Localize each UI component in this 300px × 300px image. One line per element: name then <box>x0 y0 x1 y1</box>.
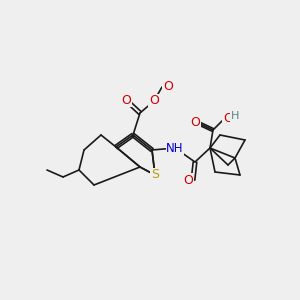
Text: H: H <box>231 111 239 121</box>
Text: O: O <box>190 116 200 130</box>
Text: O: O <box>121 94 131 106</box>
Text: NH: NH <box>166 142 184 154</box>
Text: O: O <box>163 80 173 94</box>
Text: O: O <box>149 94 159 107</box>
Text: O: O <box>223 112 233 124</box>
Text: O: O <box>183 173 193 187</box>
Text: S: S <box>151 169 159 182</box>
